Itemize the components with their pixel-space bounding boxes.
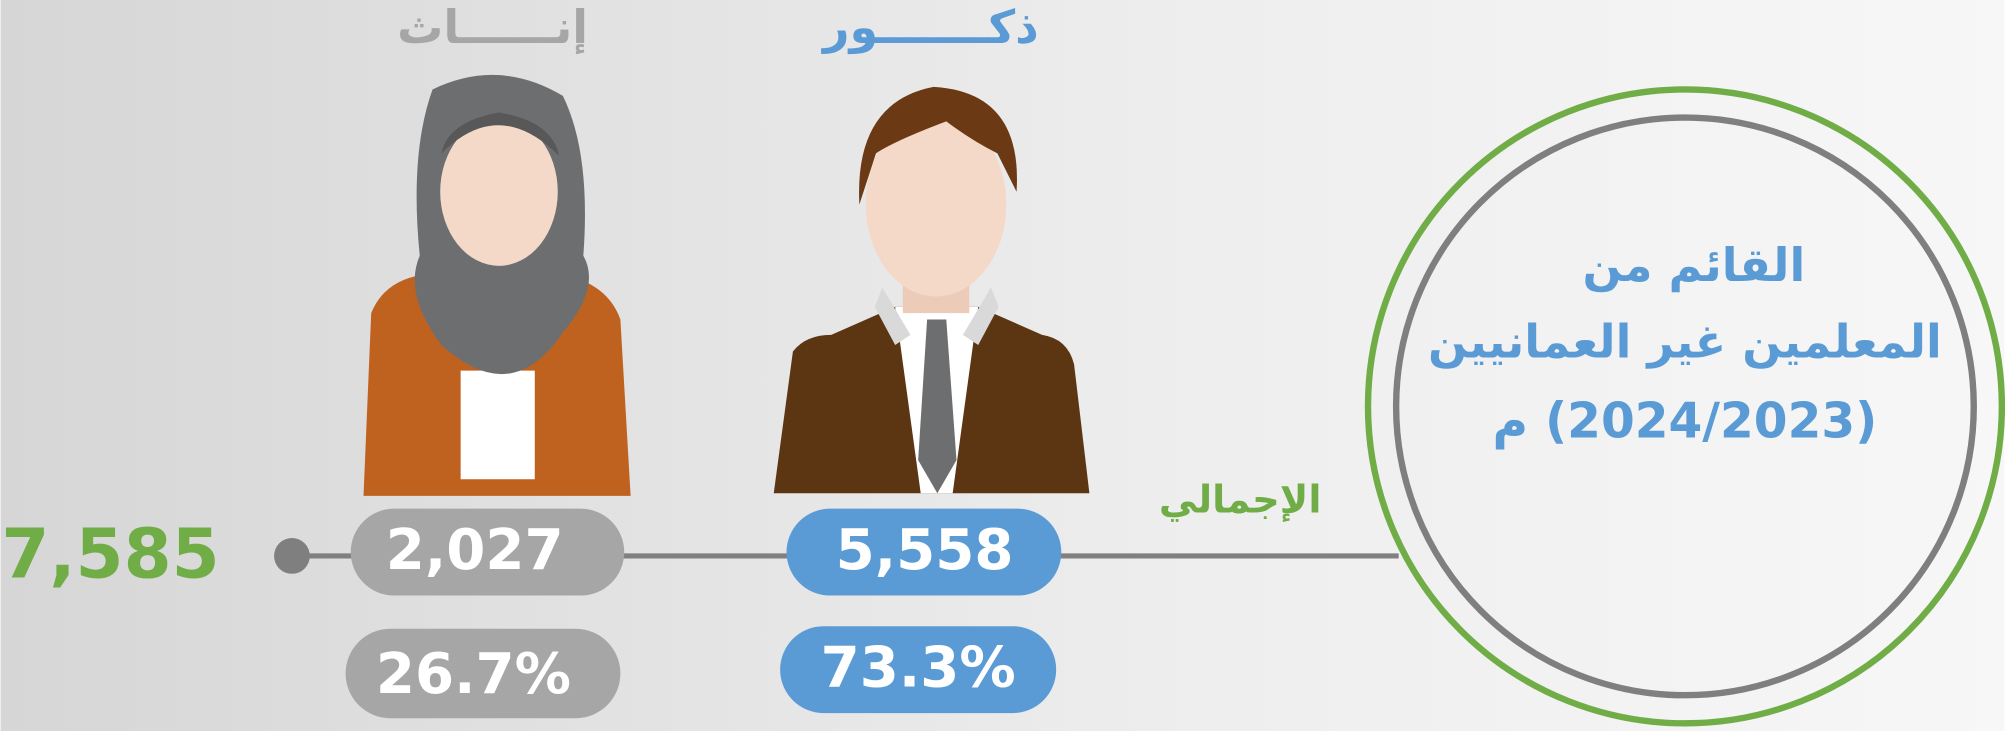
female-count: 2,027	[386, 518, 564, 583]
female-label: إنــــــاث	[397, 0, 588, 55]
title-line: (2024/2023) م	[1493, 393, 1878, 449]
male-count: 5,558	[836, 518, 1014, 583]
infographic: القائم من المعلمين غير العمانيين (2024/2…	[0, 0, 2005, 731]
total-label: الإجمالي	[1159, 478, 1322, 523]
connector-dot	[274, 538, 310, 574]
male-label: ذكـــــــور	[821, 0, 1039, 54]
title-line: المعلمين غير العمانيين	[1428, 315, 1942, 369]
total-value: 7,585	[1, 515, 219, 595]
title-line: القائم من	[1583, 238, 1806, 292]
female-percent: 26.7%	[376, 642, 571, 707]
male-percent: 73.3%	[821, 636, 1016, 701]
page: القائم من المعلمين غير العمانيين (2024/2…	[0, 0, 2005, 731]
